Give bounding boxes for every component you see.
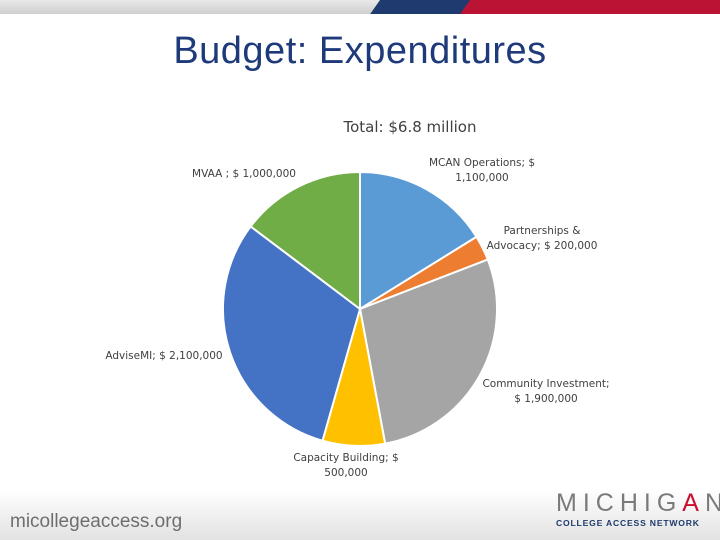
logo-wordmark: MICHIGAN	[556, 489, 720, 517]
chart-title: Total: $6.8 million	[343, 118, 477, 136]
header-band	[0, 0, 720, 14]
pie-slice-5	[249, 170, 361, 312]
pie-slice-label-1: Partnerships & Advocacy; $ 200,000	[487, 225, 598, 252]
pie-slice-label-3: Capacity Building; $500,000	[293, 452, 398, 479]
website-url[interactable]: micollegeaccess.org	[10, 511, 183, 532]
logo-wordmark-accent: A	[682, 489, 705, 517]
slide-title: Budget: Expenditures	[173, 30, 547, 72]
logo-wordmark-part: N	[705, 489, 720, 517]
logo-wordmark-part: MICHIG	[556, 489, 683, 517]
pie-slice-label-0: MCAN Operations; $1,100,000	[429, 157, 535, 184]
logo-tagline: COLLEGE ACCESS NETWORK	[556, 518, 700, 528]
pie-slice-label-2: Community Investment; $ 1,900,000	[482, 378, 609, 405]
pie-slice-0	[359, 170, 478, 311]
michigan-college-access-network-logo: MICHIGAN COLLEGE ACCESS NETWORK	[556, 489, 720, 530]
footer-band	[0, 490, 720, 540]
pie-slice-2	[358, 258, 498, 445]
pie-slice-label-5: MVAA ; $ 1,000,000	[192, 168, 296, 180]
pie-slice-4	[222, 225, 362, 443]
pie-slice-label-4: AdviseMI; $ 2,100,000	[105, 350, 222, 362]
